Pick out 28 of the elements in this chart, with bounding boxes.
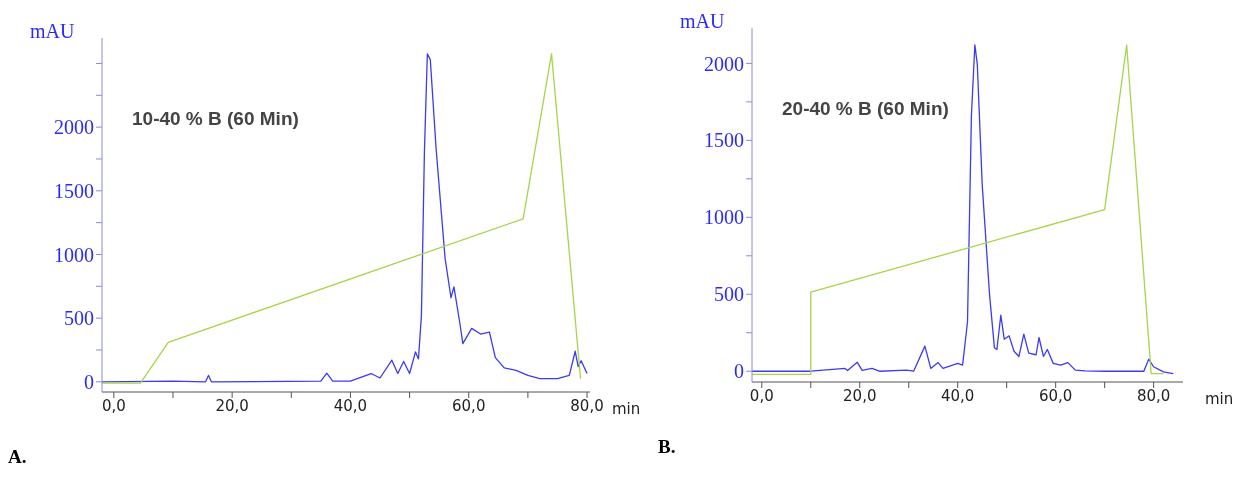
- text: B.: [658, 436, 676, 458]
- x-axis-title: min: [1205, 390, 1233, 408]
- x-tick-label: 20,0: [215, 396, 249, 415]
- y-tick-label: 1500: [54, 179, 94, 202]
- y-tick-label: 2000: [54, 116, 94, 139]
- y-axis-title: mAU: [680, 10, 725, 33]
- x-tick-label: 80,0: [570, 396, 604, 415]
- x-tick-label: 80,0: [1136, 386, 1171, 405]
- y-tick-label: 2000: [704, 52, 744, 75]
- y-tick-label: 1500: [704, 129, 744, 152]
- y-tick-label: 500: [714, 283, 744, 306]
- x-axis-title: min: [612, 400, 641, 418]
- annotation: 10-40 % B (60 Min): [132, 108, 299, 130]
- y-tick-label: 0: [84, 370, 94, 393]
- y-tick-label: 1000: [54, 243, 94, 266]
- x-tick-label: 40,0: [333, 396, 368, 415]
- x-tick-label: 60,0: [452, 396, 486, 415]
- y-axis-title: mAU: [30, 20, 75, 43]
- x-tick-label: 0,0: [101, 396, 126, 415]
- x-tick-label: 20,0: [843, 386, 877, 405]
- annotation: 20-40 % B (60 Min): [782, 98, 949, 120]
- y-tick-label: 0: [734, 360, 744, 383]
- x-tick-label: 40,0: [941, 386, 975, 405]
- x-tick-label: 60,0: [1038, 386, 1073, 405]
- x-tick-label: 0,0: [749, 386, 774, 405]
- y-tick-label: 1000: [704, 206, 744, 229]
- text: A.: [8, 446, 27, 468]
- y-tick-label: 500: [64, 307, 94, 330]
